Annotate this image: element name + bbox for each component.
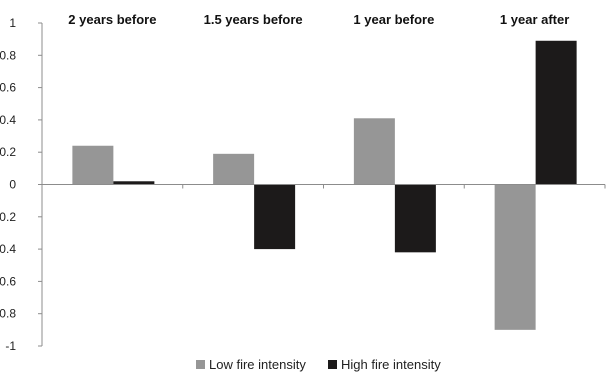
- legend-label-low: Low fire intensity: [209, 357, 306, 372]
- category-label: 1.5 years before: [204, 12, 303, 27]
- y-tick-label: -0.2: [0, 210, 16, 224]
- legend-swatch-high: [328, 360, 337, 369]
- legend-label-high: High fire intensity: [341, 357, 441, 372]
- bar-high-0: [113, 181, 155, 185]
- y-tick-label: 0.4: [0, 113, 16, 127]
- y-tick-label: 0.2: [0, 145, 16, 159]
- legend-swatch-low: [196, 360, 205, 369]
- category-label: 1 year after: [500, 12, 569, 27]
- y-tick-label: 0.6: [0, 81, 16, 95]
- bar-low-0: [72, 145, 114, 185]
- bars: [72, 40, 577, 330]
- bar-low-3: [494, 184, 536, 330]
- zero-axis: [42, 184, 606, 189]
- y-tick-label: 0: [9, 178, 16, 192]
- bar-high-2: [394, 184, 436, 253]
- bar-high-3: [535, 40, 577, 185]
- category-label: 2 years before: [68, 12, 156, 27]
- y-tick-label: -0.4: [0, 242, 16, 256]
- category-labels: 2 years before 1.5 years before 1 year bef…: [68, 12, 569, 27]
- y-axis: 1 0.8 0.6 0.4 0.2 0 -0.2 -0.4 -0.6 -0.8 -1: [0, 16, 43, 353]
- y-tick-label: -0.6: [0, 274, 16, 288]
- bar-low-1: [213, 153, 255, 185]
- category-label: 1 year before: [353, 12, 434, 27]
- y-tick-label: 1: [9, 16, 16, 30]
- legend: Low fire intensity High fire intensity: [196, 357, 441, 372]
- y-tick-label: -0.8: [0, 307, 16, 321]
- bar-low-2: [353, 118, 395, 185]
- bar-high-1: [254, 184, 296, 250]
- y-tick-label: 0.8: [0, 48, 16, 62]
- y-tick-label: -1: [5, 339, 16, 353]
